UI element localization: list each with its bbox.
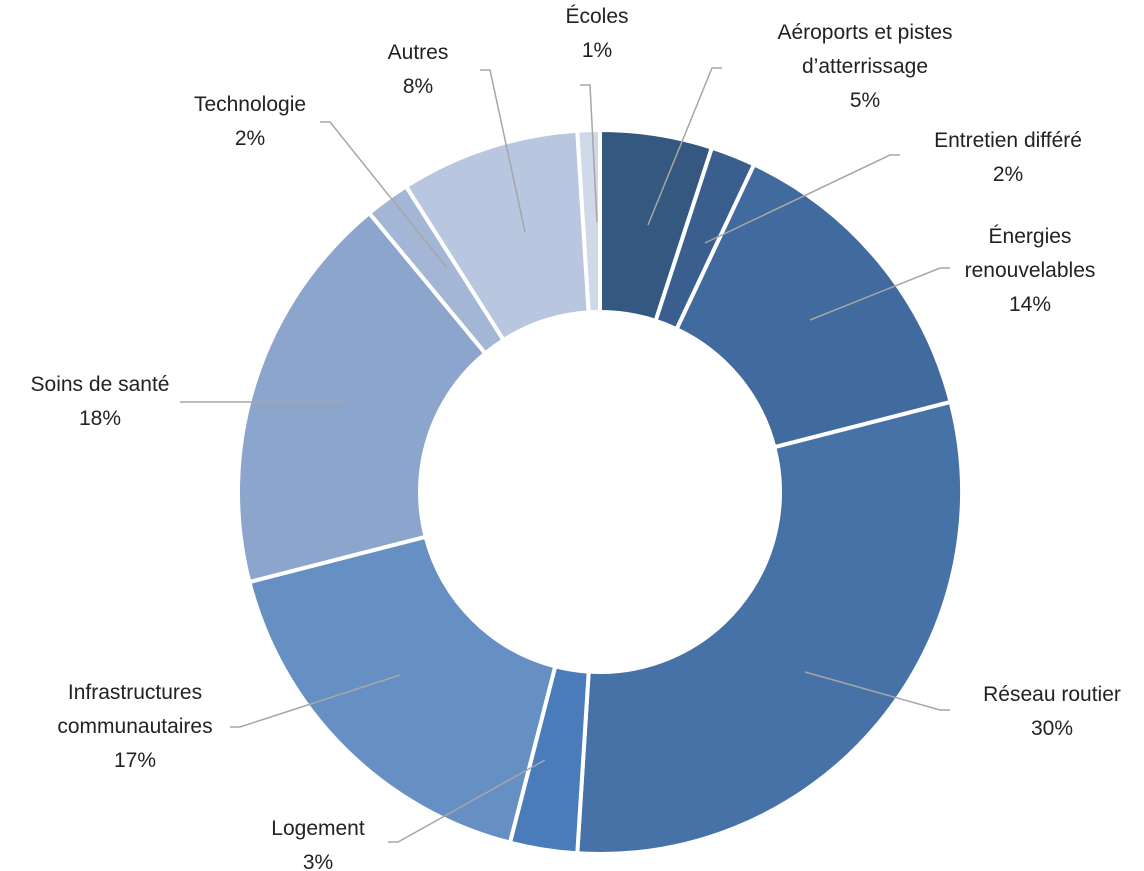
leader-line (804, 671, 950, 711)
category-label: Réseau routier (983, 683, 1121, 706)
leader-line (647, 67, 722, 226)
category-label: Technologie (193, 93, 307, 116)
data-label: Entretien différé 2% (934, 124, 1082, 192)
value-label: 30% (1030, 717, 1074, 740)
category-label: Soins de santé (30, 373, 170, 396)
category-label: Écoles (565, 5, 629, 28)
leader-line (704, 154, 900, 244)
data-label: Infrastructures communautaires 17% (25, 676, 245, 778)
category-label: Énergies renouvelables (964, 225, 1096, 282)
slice (246, 534, 558, 846)
leader-line (480, 69, 526, 233)
data-label: Autres 8% (388, 36, 449, 104)
leader-line (580, 84, 598, 223)
value-label: 2% (992, 163, 1024, 186)
category-label: Aéroports et pistes d’atterrissage (777, 21, 953, 78)
value-label: 18% (78, 407, 122, 430)
data-label: Réseau routier 30% (983, 678, 1121, 746)
slice (575, 399, 964, 856)
value-label: 14% (1008, 293, 1052, 316)
value-label: 2% (234, 127, 266, 150)
leader-line (230, 674, 401, 728)
data-label: Technologie 2% (194, 88, 306, 156)
value-label: 5% (849, 89, 881, 112)
value-label: 8% (402, 75, 434, 98)
leader-line (388, 759, 546, 843)
category-label: Entretien différé (934, 129, 1082, 152)
value-label: 3% (302, 851, 334, 871)
slice (236, 210, 489, 585)
data-label: Soins de santé 18% (31, 368, 170, 436)
category-label: Logement (271, 817, 365, 840)
data-label: Énergies renouvelables 14% (950, 220, 1110, 322)
slice (673, 161, 954, 450)
leader-line (320, 121, 448, 269)
data-label: Aéroports et pistes d’atterrissage 5% (745, 16, 985, 118)
data-label: Logement 3% (271, 812, 364, 871)
category-label: Autres (387, 41, 449, 64)
leader-line (809, 267, 950, 321)
data-label: Écoles 1% (565, 0, 628, 68)
category-label: Infrastructures communautaires (57, 681, 213, 738)
value-label: 1% (581, 39, 613, 62)
value-label: 17% (113, 749, 157, 772)
